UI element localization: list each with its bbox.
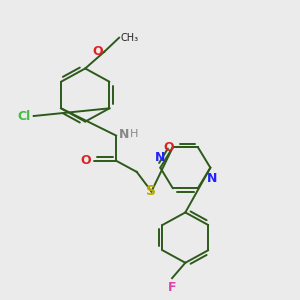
Text: N: N: [119, 128, 130, 141]
Text: CH₃: CH₃: [121, 33, 139, 43]
Text: N: N: [207, 172, 217, 185]
Text: S: S: [146, 184, 156, 198]
Text: Cl: Cl: [17, 110, 31, 122]
Text: O: O: [92, 45, 103, 58]
Text: H: H: [129, 129, 138, 139]
Text: O: O: [80, 154, 91, 167]
Text: O: O: [163, 141, 174, 154]
Text: N: N: [155, 151, 166, 164]
Text: F: F: [168, 281, 176, 294]
